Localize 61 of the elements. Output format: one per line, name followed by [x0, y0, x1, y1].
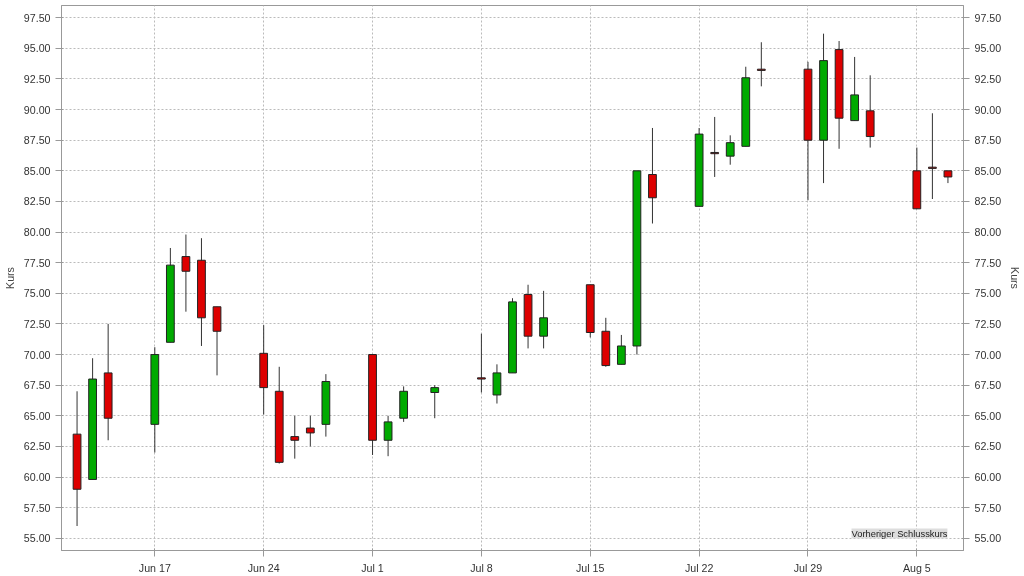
y2-tick-label: 87.50 — [974, 134, 1002, 147]
y2-tick-label: 55.00 — [974, 532, 1002, 545]
candlestick — [290, 415, 300, 460]
y-tick-label: 80.00 — [23, 226, 51, 239]
y2-tick-label: 57.50 — [974, 501, 1002, 514]
y2-axis-title: Kurs — [1009, 267, 1022, 289]
y2-tick-label: 75.00 — [974, 287, 1002, 300]
y-tick-label: 75.00 — [23, 287, 51, 300]
y-tick-label: 65.00 — [23, 409, 51, 422]
y-tick-label: 62.50 — [23, 440, 51, 453]
annotation: Vorheriger Schlusskurs — [851, 528, 948, 539]
y-tick-label: 55.00 — [23, 532, 51, 545]
candlestick — [181, 234, 191, 313]
y2-tick-label: 85.00 — [974, 164, 1002, 177]
x-tick-label: Jul 8 — [470, 561, 493, 574]
y-tick-label: 85.00 — [23, 164, 51, 177]
y-tick-label: 82.50 — [23, 195, 51, 208]
y2-tick-label: 97.50 — [974, 11, 1002, 24]
y2-tick-label: 92.50 — [974, 72, 1002, 85]
y2-tick-label: 80.00 — [974, 226, 1002, 239]
y2-tick-label: 67.50 — [974, 379, 1002, 392]
y2-tick-label: 77.50 — [974, 256, 1002, 269]
y-tick-label: 57.50 — [23, 501, 51, 514]
y-tick-label: 67.50 — [23, 379, 51, 392]
y-tick-label: 92.50 — [23, 72, 51, 85]
candlestick — [648, 127, 657, 224]
y2-tick-label: 60.00 — [974, 471, 1002, 484]
x-tick-label: Jul 22 — [684, 561, 714, 574]
y-tick-label: 95.00 — [23, 42, 51, 55]
y2-tick-label: 95.00 — [974, 42, 1002, 55]
candlestick — [710, 116, 720, 178]
candlestick — [383, 415, 393, 457]
x-tick-label: Aug 5 — [902, 561, 931, 574]
y-tick-label: 70.00 — [23, 348, 51, 361]
candlestick — [305, 415, 315, 447]
y2-tick-label: 72.50 — [974, 317, 1002, 330]
x-tick-label: Jul 29 — [793, 561, 823, 574]
y-tick-label: 90.00 — [23, 103, 51, 116]
x-tick-label: Jun 17 — [138, 561, 171, 574]
candlestick — [430, 384, 440, 419]
candlestick — [725, 134, 735, 166]
candlestick — [756, 41, 766, 87]
y2-tick-label: 90.00 — [974, 103, 1002, 116]
y2-tick-label: 82.50 — [974, 195, 1002, 208]
y2-tick-label: 65.00 — [974, 409, 1002, 422]
y-tick-label: 72.50 — [23, 317, 51, 330]
y2-tick-label: 70.00 — [974, 348, 1002, 361]
y-tick-label: 87.50 — [23, 134, 51, 147]
y2-tick-label: 62.50 — [974, 440, 1002, 453]
candlestick — [492, 363, 502, 405]
y-tick-label: 60.00 — [23, 471, 51, 484]
candlestick — [928, 112, 937, 200]
candlestick — [539, 290, 548, 349]
x-tick-label: Jul 15 — [576, 561, 605, 574]
candlestick — [616, 334, 626, 365]
y-axis-title: Kurs — [3, 267, 16, 289]
x-tick-label: Jun 24 — [247, 561, 280, 574]
y-tick-label: 97.50 — [23, 11, 51, 24]
y-tick-label: 77.50 — [23, 256, 51, 269]
candlestick — [477, 333, 486, 394]
x-tick-label: Jul 1 — [361, 561, 384, 574]
